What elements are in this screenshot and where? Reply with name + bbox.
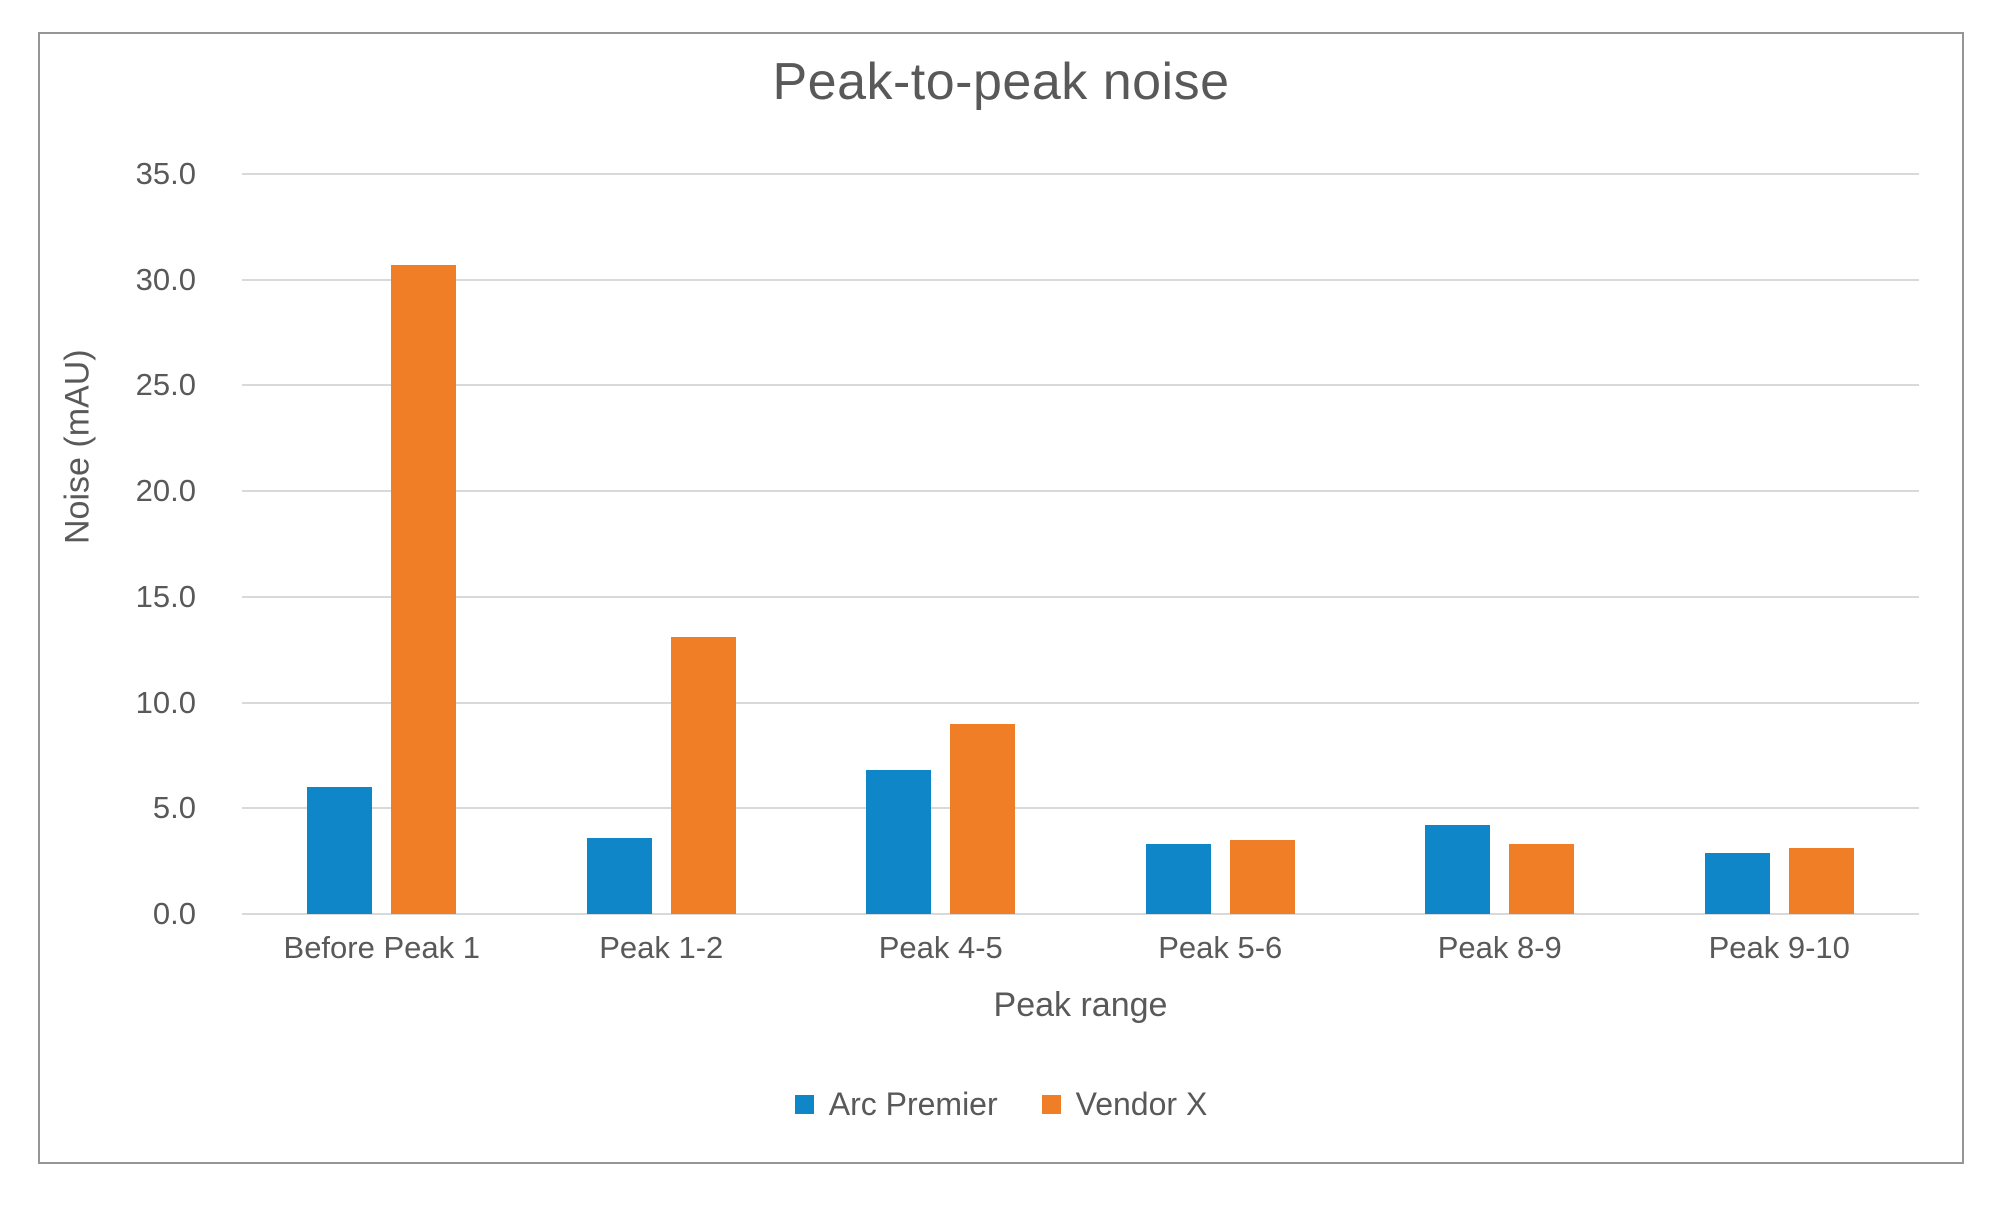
legend: Arc Premier Vendor X bbox=[40, 1086, 1962, 1123]
y-axis-tick-label: 15.0 bbox=[135, 578, 196, 614]
bar-arc-premier bbox=[307, 787, 373, 914]
bar-arc-premier bbox=[1704, 852, 1770, 914]
bar-vendor-x bbox=[1788, 848, 1854, 914]
bar-arc-premier bbox=[1425, 825, 1491, 914]
x-axis-category-label: Peak 9-10 bbox=[1708, 930, 1850, 965]
gridline bbox=[242, 173, 1919, 175]
bar-vendor-x bbox=[1229, 840, 1295, 914]
bar-group bbox=[1640, 174, 1920, 914]
y-axis-tick-label: 0.0 bbox=[152, 896, 196, 931]
chart-title: Peak-to-peak noise bbox=[772, 53, 1230, 111]
bar-vendor-x bbox=[1509, 844, 1575, 914]
y-axis-tick-label: 20.0 bbox=[135, 473, 196, 509]
bar-arc-premier bbox=[586, 837, 652, 914]
x-axis-title: Peak range bbox=[993, 986, 1168, 1024]
bar-vendor-x bbox=[670, 637, 736, 914]
y-axis-tick-labels: 35.0 30.0 25.0 20.0 15.0 10.0 5.0 0.0 bbox=[40, 156, 218, 931]
x-axis-category-label: Peak 1-2 bbox=[599, 930, 724, 965]
x-axis-category-label: Before Peak 1 bbox=[283, 930, 480, 965]
y-axis-tick-label: 35.0 bbox=[135, 156, 196, 191]
legend-label: Vendor X bbox=[1075, 1086, 1208, 1122]
gridline bbox=[242, 278, 1919, 281]
bar-vendor-x bbox=[950, 723, 1016, 914]
bar-groups bbox=[242, 174, 1919, 914]
y-axis-tick-label: 5.0 bbox=[152, 790, 196, 826]
legend-item: Arc Premier bbox=[794, 1086, 998, 1123]
y-axis-tick-label: 10.0 bbox=[135, 684, 196, 720]
gridline bbox=[242, 384, 1919, 387]
legend-label: Arc Premier bbox=[828, 1086, 998, 1122]
legend-item: Vendor X bbox=[1041, 1086, 1208, 1123]
bar-group bbox=[242, 174, 522, 914]
y-axis-tick-label: 25.0 bbox=[135, 367, 196, 403]
x-axis-category-label: Peak 5-6 bbox=[1158, 930, 1283, 965]
plot-area bbox=[242, 173, 1919, 915]
gridline bbox=[242, 595, 1919, 598]
x-axis-category-labels: Before Peak 1 Peak 1-2 Peak 4-5 Peak 5-6 Pea… bbox=[242, 930, 1919, 966]
x-axis-category-label: Peak 4-5 bbox=[878, 930, 1003, 965]
bar-arc-premier bbox=[866, 770, 932, 914]
legend-swatch-icon bbox=[794, 1095, 814, 1114]
bar-vendor-x bbox=[391, 264, 457, 914]
bar-group bbox=[801, 174, 1081, 914]
x-axis-category-label: Peak 8-9 bbox=[1437, 930, 1562, 965]
legend-swatch-icon bbox=[1041, 1095, 1061, 1114]
gridline bbox=[242, 807, 1919, 810]
bar-group bbox=[522, 174, 802, 914]
gridline bbox=[242, 913, 1919, 915]
gridline bbox=[242, 490, 1919, 493]
bar-group bbox=[1081, 174, 1361, 914]
chart-frame: Peak-to-peak noise Noise (mAU) 35.0 30.0 2… bbox=[38, 32, 1964, 1164]
y-axis-tick-label: 30.0 bbox=[135, 261, 196, 297]
gridline bbox=[242, 701, 1919, 704]
bar-group bbox=[1360, 174, 1640, 914]
bar-arc-premier bbox=[1145, 844, 1211, 914]
